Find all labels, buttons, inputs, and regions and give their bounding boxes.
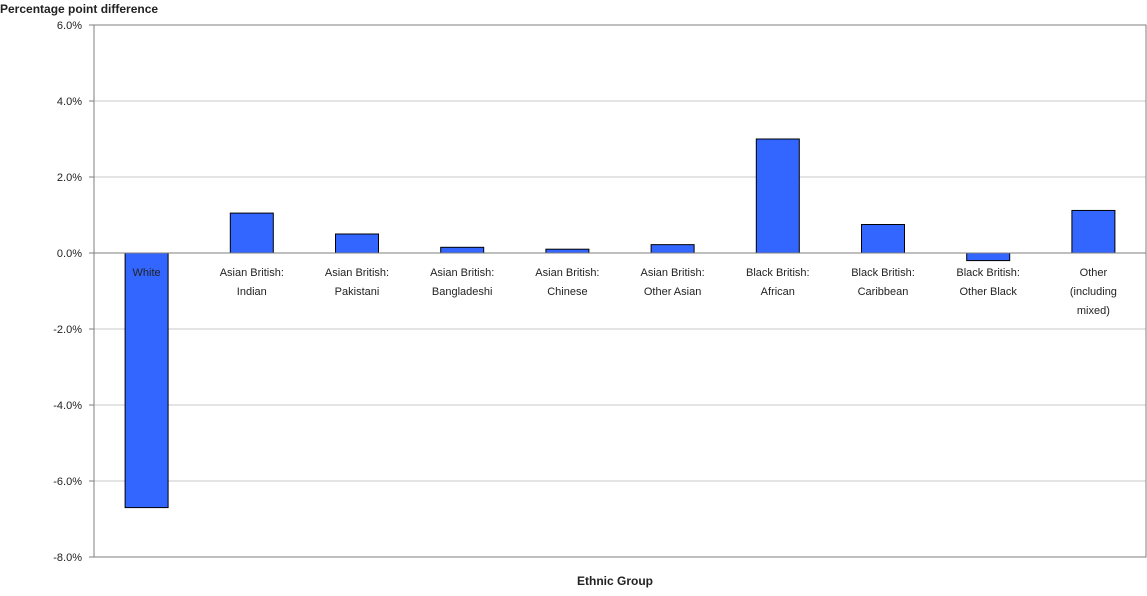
bar [861,224,905,254]
y-tick-label: 4.0% [57,96,82,108]
category-label: Asian British: Chinese [535,267,599,298]
category-label: Asian British: Other Asian [640,267,704,298]
y-tick-label: 6.0% [57,20,82,32]
category-label: White [133,267,161,279]
y-axis-title: Percentage point difference [0,2,158,16]
y-tick-label: -2.0% [53,324,82,336]
category-label: Other (including mixed) [1070,267,1117,317]
category-label: Black British: Other Black [956,267,1020,298]
bar [1071,209,1116,254]
plot-area-border [93,24,1147,558]
y-tick-label: -6.0% [53,476,82,488]
category-label: Asian British: Pakistani [325,267,389,298]
bar [335,233,379,254]
y-tick-label: 0.0% [57,248,82,260]
y-tick-label: 2.0% [57,172,82,184]
bar [229,212,274,254]
bar [124,252,169,509]
category-label: Asian British: Bangladeshi [430,267,494,298]
bar [966,252,1011,262]
bar [545,248,590,254]
bar [650,244,695,254]
y-tick-label: -8.0% [53,552,82,564]
category-label: Black British: African [746,267,810,298]
bar [440,246,485,254]
category-label: Asian British: Indian [220,267,284,298]
x-axis-title: Ethnic Group [577,574,653,588]
bar [755,138,800,254]
category-label: Black British: Caribbean [851,267,915,298]
y-tick-label: -4.0% [53,400,82,412]
